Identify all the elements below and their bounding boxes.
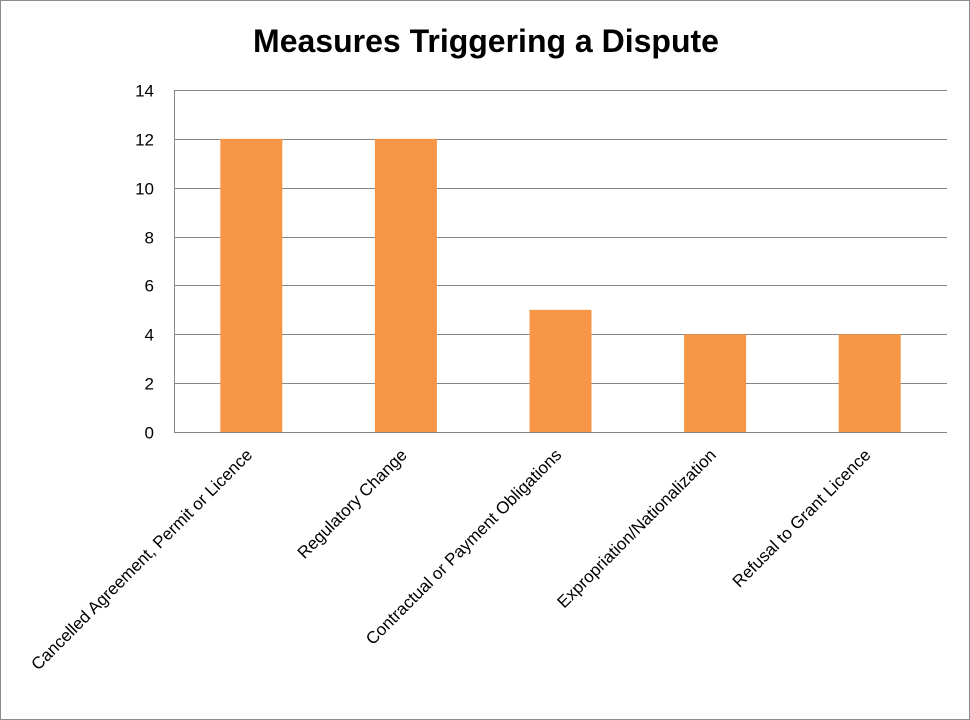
y-tick-label: 2 xyxy=(145,375,154,394)
y-tick-label: 12 xyxy=(135,131,154,150)
bar xyxy=(374,138,437,432)
x-category-labels: Cancelled Agreement, Permit or Licence Re… xyxy=(28,445,875,674)
y-tick-label: 0 xyxy=(145,424,154,443)
y-tick-labels: 0 2 4 6 8 10 12 14 xyxy=(135,82,154,443)
x-category-label: Cancelled Agreement, Permit or Licence xyxy=(28,445,257,674)
chart-title: Measures Triggering a Dispute xyxy=(253,23,719,59)
bars xyxy=(220,138,901,432)
bar xyxy=(684,334,747,432)
axes xyxy=(174,90,947,433)
x-category-label: Expropriation/Nationalization xyxy=(553,445,719,611)
bar xyxy=(838,334,901,432)
x-category-label: Regulatory Change xyxy=(294,445,411,562)
x-category-label: Refusal to Grant Licence xyxy=(729,445,875,591)
bar xyxy=(529,309,592,432)
y-tick-label: 4 xyxy=(145,326,154,345)
bar xyxy=(220,138,283,432)
y-tick-label: 14 xyxy=(135,82,154,101)
y-tick-label: 10 xyxy=(135,180,154,199)
y-tick-label: 8 xyxy=(145,229,154,248)
y-tick-label: 6 xyxy=(145,277,154,296)
